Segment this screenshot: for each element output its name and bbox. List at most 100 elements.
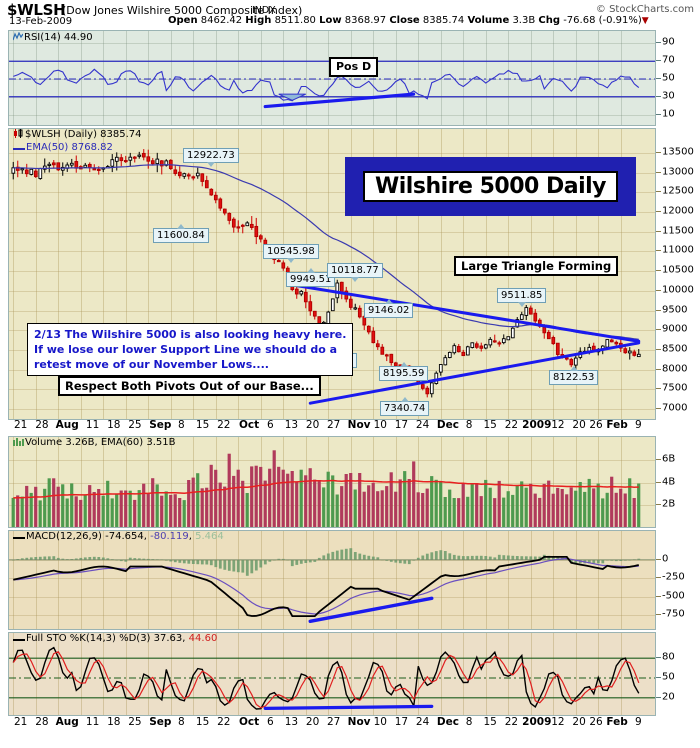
rsi-plot [9,31,655,125]
gridline-vertical [373,437,375,527]
x-axis-tick-label: 15 [195,716,210,728]
gridline-vertical [103,531,105,629]
gridline-vertical [440,129,442,419]
open-value: 8462.42 [200,15,243,26]
gridline-vertical [328,31,330,125]
stochastic-axis: 80 50 20 [656,632,700,716]
gridline-vertical [395,531,397,629]
x-axis-tick-label: 20 [305,716,320,728]
macd-legend: MACD(12,26,9) -74.654, -80.119, 5.464 [13,531,224,543]
axis-tick-mark [656,42,661,44]
x-axis-tick-label: 28 [35,716,49,728]
gridline-vertical [170,633,172,715]
gridline-horizontal [9,578,655,580]
gridline-vertical [508,633,510,715]
axis-tick-label: 7500 [662,382,688,394]
gridline-vertical [170,129,172,419]
x-axis-tick-label: Nov [347,716,371,728]
axis-tick-mark [656,368,661,370]
price-callout: 11600.84 [153,224,209,243]
gridline-vertical [305,31,307,125]
gridline-vertical [148,531,150,629]
gridline-vertical [485,31,487,125]
gridline-vertical [530,633,532,715]
gridline-vertical [553,633,555,715]
low-label: Low [319,15,342,26]
axis-tick-mark [656,677,661,678]
sto-legend-text: Full STO %K(14,3) %D(3) [26,633,151,644]
x-axis-tick-label: 25 [128,419,142,431]
gridline-vertical [238,633,240,715]
volume-legend-text: Volume 3.26B, EMA(60) 3.51B [25,437,176,448]
gridline-vertical [58,437,60,527]
x-axis-tick-label: 22 [504,419,519,431]
axis-tick-mark [656,558,661,560]
gridline-vertical [395,31,397,125]
x-axis-tick-label: 28 [35,419,49,431]
gridline-vertical [125,531,127,629]
x-axis-tick-label: 10 [373,716,387,728]
gridline-vertical [35,31,37,125]
axis-tick-mark [656,614,661,616]
gridline-vertical [440,531,442,629]
price-callout: 9511.85 [497,288,547,307]
gridline-vertical [418,633,420,715]
gridline-vertical [395,129,397,419]
axis-tick-label: 11000 [662,244,694,256]
gridline-vertical [35,531,37,629]
gridline-vertical [238,531,240,629]
axis-tick-mark [656,329,661,331]
axis-tick-mark [656,151,661,153]
axis-tick-mark [656,171,661,173]
gridline-vertical [148,437,150,527]
x-axis-tick-label: 20 [572,716,586,728]
axis-tick-label: 13000 [662,166,694,178]
gridline-vertical [170,437,172,527]
gridline-vertical [35,129,37,419]
x-axis-bottom: 21 28 Aug 11 18 25 Sep 8 15 22 Oct 6 13 20 27 Nov 10 17 24… [0,716,700,732]
low-value: 8368.97 [344,15,387,26]
x-axis-tick-label: 20 [305,419,320,431]
x-axis-tick-label: 11 [85,716,100,728]
axis-tick-label: 70 [662,54,675,66]
gridline-vertical [170,531,172,629]
gridline-vertical [620,129,622,419]
gridline-vertical [283,531,285,629]
chart-header: $WLSH (Dow Jones Wilshire 5000 Composite… [0,0,700,28]
chg-label: Chg [538,15,561,26]
x-axis-tick-label: 2009 [522,419,552,431]
axis-tick-mark [656,657,661,659]
x-axis-tick-label: 2009 [522,716,552,728]
axis-tick-mark [656,309,661,311]
axis-tick-label: 90 [662,36,675,48]
x-axis-tick-label: 20 [572,419,586,431]
x-axis-tick-label: 15 [483,419,497,431]
gridline-horizontal [9,79,655,80]
gridline-horizontal [9,114,655,116]
gridline-horizontal [9,596,655,598]
gridline-vertical [440,633,442,715]
close-value: 8385.74 [422,15,465,26]
gridline-vertical [103,633,105,715]
x-axis-tick-label: 22 [217,419,231,431]
volume-bars-icon [13,437,24,449]
axis-tick-mark [656,270,661,272]
gridline-vertical [80,129,82,419]
axis-tick-label: 8500 [662,343,688,355]
gridline-vertical [530,31,532,125]
volume-value: 3.3B [512,15,536,26]
gridline-vertical [260,31,262,125]
x-axis-tick-label: 11 [85,419,100,431]
gridline-vertical [13,437,15,527]
gridline-vertical [553,531,555,629]
axis-tick-label: 9000 [662,323,688,335]
gridline-vertical [260,129,262,419]
gridline-vertical [598,31,600,125]
x-axis-tick-label: 21 [14,716,28,728]
gridline-vertical [395,633,397,715]
rsi-axis: 90 70 50 30 10 [656,30,700,126]
macd-sep2: , [188,531,192,542]
stockcharts-watermark: © StockCharts.com [595,4,694,15]
axis-tick-label: 50 [662,671,675,683]
gridline-vertical [148,129,150,419]
